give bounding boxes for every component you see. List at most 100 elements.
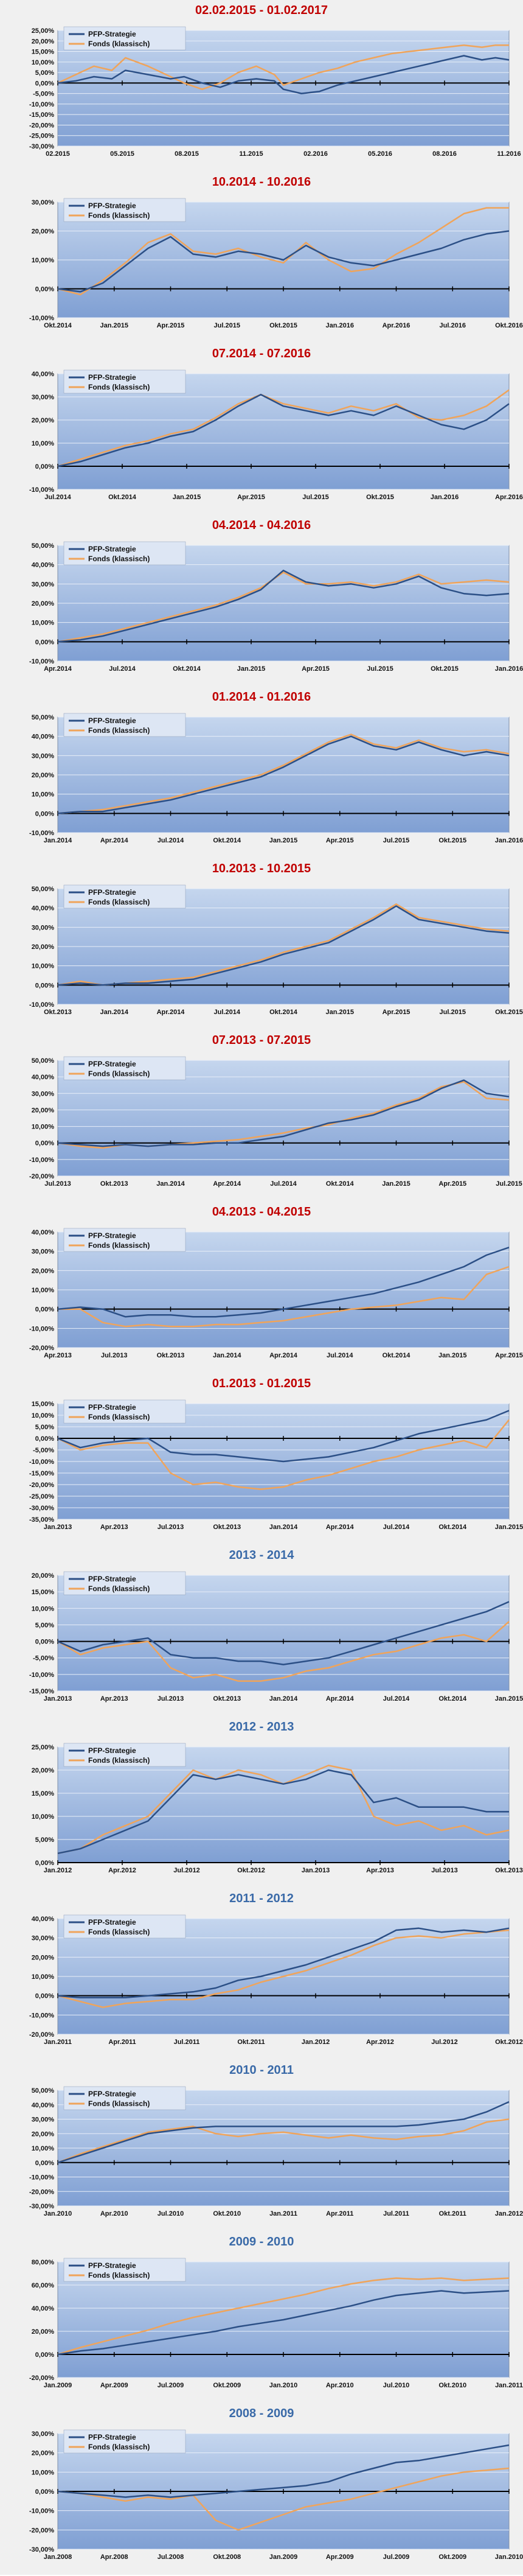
x-tick-label: Okt.2013 bbox=[100, 1180, 128, 1188]
y-tick-label: 0,00% bbox=[35, 286, 54, 293]
legend-box bbox=[63, 1571, 186, 1595]
y-tick-label: -20,00% bbox=[29, 1173, 54, 1180]
y-tick-label: 5,00% bbox=[35, 1424, 54, 1431]
y-tick-label: 5,00% bbox=[35, 1622, 54, 1629]
x-tick-label: Apr.2015 bbox=[438, 1180, 466, 1188]
y-tick-label: 15,00% bbox=[32, 1790, 55, 1797]
series-line-pfp bbox=[57, 905, 510, 986]
y-tick-label: 80,00% bbox=[32, 2259, 55, 2266]
x-tick-label: Jan.2015 bbox=[382, 1180, 410, 1188]
x-tick-label: Apr.2012 bbox=[108, 1867, 136, 1874]
y-tick-label: 20,00% bbox=[32, 1267, 55, 1275]
x-tick-label: 08.2015 bbox=[175, 150, 199, 158]
y-tick-label: 10,00% bbox=[32, 59, 55, 66]
x-tick-label: Okt.2009 bbox=[438, 2553, 466, 2561]
y-tick-label: 40,00% bbox=[32, 733, 55, 741]
legend-label-pfp: PFP-Strategie bbox=[88, 373, 136, 382]
y-tick-label: -20,00% bbox=[29, 2375, 54, 2382]
x-tick-label: Jul.2013 bbox=[158, 1695, 184, 1703]
x-tick-label: Apr.2015 bbox=[383, 1009, 410, 1016]
x-tick-label: Jul.2009 bbox=[158, 2382, 184, 2389]
x-tick-label: Apr.2014 bbox=[326, 1524, 355, 1531]
x-tick-label: Apr.2014 bbox=[100, 837, 129, 844]
chart-title: 2011 - 2012 bbox=[229, 1892, 294, 1905]
chart-panel: 02.02.2015 - 01.02.2017 25,00% 20,00% 15,00… bbox=[0, 0, 523, 172]
y-tick-label: -20,00% bbox=[29, 1345, 54, 1352]
y-tick-label: 20,00% bbox=[32, 943, 55, 951]
series-line-pfp bbox=[57, 1769, 509, 1855]
x-tick-label: Jul.2010 bbox=[158, 2210, 184, 2217]
x-tick-label: Apr.2015 bbox=[157, 322, 185, 329]
x-tick-label: Jul.2014 bbox=[383, 1695, 410, 1703]
chart-panel: 2011 - 2012 40,00% 30,00% 20,00% 10,00% 0,00%… bbox=[0, 1888, 523, 2060]
y-tick-label: 20,00% bbox=[32, 417, 55, 424]
legend-box bbox=[63, 2086, 186, 2110]
series-line-pfp bbox=[57, 1410, 510, 1463]
x-tick-label: Jul.2011 bbox=[383, 2210, 409, 2217]
x-tick-label: Jul.2008 bbox=[158, 2553, 184, 2561]
y-tick-label: 0,00% bbox=[35, 2351, 54, 2359]
chart-title: 2009 - 2010 bbox=[229, 2235, 294, 2249]
legend-label-pfp: PFP-Strategie bbox=[88, 1403, 136, 1412]
x-tick-label: Jul.2013 bbox=[101, 1352, 127, 1359]
chart-svg: 80,00%60,00%40,00%20,00%0,00%-20,00%Jan.… bbox=[29, 2258, 523, 2389]
legend-label-fonds: Fonds (klassisch) bbox=[88, 555, 150, 563]
x-tick-label: Jul.2016 bbox=[440, 322, 466, 329]
chart-title: 02.02.2015 - 01.02.2017 bbox=[195, 4, 328, 17]
chart-svg: 50,00% 40,00% 30,00% 20,00% 10,00% 0,00% -10,0… bbox=[29, 2086, 523, 2217]
legend-label-pfp: PFP-Strategie bbox=[88, 2433, 136, 2441]
series-line-fonds bbox=[57, 389, 510, 467]
legend-box bbox=[63, 1914, 186, 1939]
y-tick-label: 30,00% bbox=[32, 752, 55, 760]
x-tick-label: Apr.2015 bbox=[495, 1352, 523, 1359]
y-tick-label: 10,00% bbox=[32, 1287, 55, 1294]
x-tick-label: Okt.2014 bbox=[108, 494, 137, 501]
legend-label-pfp: PFP-Strategie bbox=[88, 545, 136, 553]
legend-label-pfp: PFP-Strategie bbox=[88, 888, 136, 897]
legend-label-pfp: PFP-Strategie bbox=[88, 716, 136, 725]
x-tick-label: Jan.2012 bbox=[44, 1867, 72, 1874]
chart-panel: 10.2013 - 10.2015 50,00% 40,00% 30,00% 20,00… bbox=[0, 858, 523, 1030]
y-tick-label: 50,00% bbox=[32, 542, 55, 550]
y-tick-label: -30,00% bbox=[29, 2203, 54, 2210]
x-tick-label: 11.2015 bbox=[239, 150, 263, 158]
x-tick-label: Jul.2011 bbox=[174, 2039, 200, 2046]
chart-title: 04.2014 - 04.2016 bbox=[212, 519, 311, 532]
y-tick-label: 0,00% bbox=[35, 1140, 54, 1147]
x-tick-label: Jan.2011 bbox=[44, 2039, 72, 2046]
y-tick-label: 30,00% bbox=[32, 1090, 55, 1097]
x-tick-label: Jan.2009 bbox=[44, 2382, 72, 2389]
x-tick-label: Apr.2014 bbox=[269, 1352, 298, 1359]
x-tick-label: Jan.2009 bbox=[269, 2553, 297, 2561]
legend-label-pfp: PFP-Strategie bbox=[88, 30, 136, 38]
x-tick-label: Okt.2015 bbox=[366, 494, 394, 501]
y-tick-label: 20,00% bbox=[32, 600, 55, 607]
x-tick-label: Okt.2014 bbox=[383, 1352, 411, 1359]
x-tick-label: Okt.2012 bbox=[495, 2039, 523, 2046]
series-line-pfp bbox=[57, 1079, 510, 1147]
chart-title: 04.2013 - 04.2015 bbox=[212, 1205, 311, 1219]
y-tick-label: -10,00% bbox=[29, 658, 54, 665]
x-tick-label: Jul.2015 bbox=[440, 1009, 466, 1016]
x-tick-label: Okt.2008 bbox=[213, 2553, 241, 2561]
y-tick-label: 50,00% bbox=[32, 886, 55, 893]
chart-panel: 04.2013 - 04.2015 40,00% 30,00% 20,00% 10,00… bbox=[0, 1202, 523, 1373]
series-line-pfp bbox=[57, 569, 510, 643]
x-tick-label: Apr.2011 bbox=[326, 2210, 353, 2217]
chart-svg: 50,00% 40,00% 30,00% 20,00% 10,00% 0,00% -10,0… bbox=[29, 1056, 522, 1188]
x-tick-label: Jan.2013 bbox=[44, 1524, 72, 1531]
x-tick-label: Jan.2012 bbox=[495, 2210, 523, 2217]
x-tick-label: Okt.2011 bbox=[439, 2210, 466, 2217]
x-tick-label: Jan.2014 bbox=[100, 1009, 129, 1016]
y-tick-label: 10,00% bbox=[32, 440, 55, 447]
series-line-pfp bbox=[57, 1601, 510, 1665]
y-tick-label: 20,00% bbox=[32, 1107, 55, 1114]
legend-label-pfp: PFP-Strategie bbox=[88, 1060, 136, 1068]
legend-box bbox=[63, 2258, 186, 2282]
y-tick-label: 20,00% bbox=[32, 1767, 55, 1774]
y-tick-label: 5,00% bbox=[35, 69, 54, 77]
